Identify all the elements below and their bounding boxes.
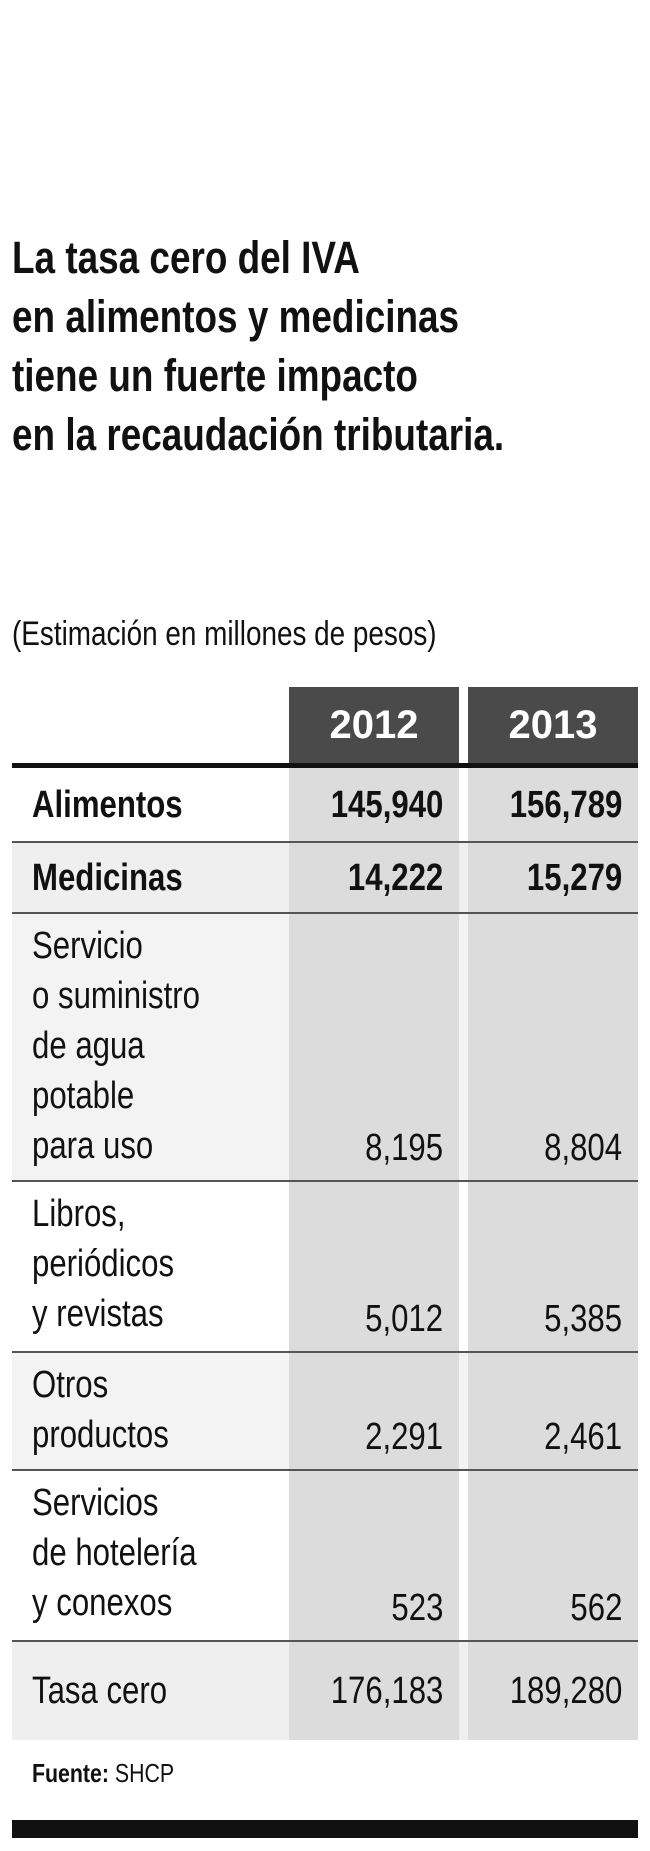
source-text: SHCP	[114, 1758, 175, 1788]
value-cell: 156,789	[468, 768, 638, 842]
value-cell: 189,280	[468, 1641, 638, 1740]
row-label-text: Otros productos	[32, 1364, 169, 1456]
value-cell: 562	[468, 1470, 638, 1641]
row-separator	[12, 1351, 638, 1353]
source: Fuente: SHCP	[32, 1758, 205, 1789]
gap	[459, 842, 468, 913]
row-label-text: Tasa cero	[32, 1669, 168, 1712]
row-label-text: Libros, periódicos y revistas	[32, 1193, 175, 1335]
gap	[459, 1181, 468, 1352]
row-label: Medicinas	[12, 842, 289, 913]
value-cell-text: 15,279	[526, 856, 622, 899]
row-separator	[12, 912, 638, 914]
row-label-text: Servicios de hotelería y conexos	[32, 1482, 197, 1624]
value-cell: 2,461	[468, 1352, 638, 1470]
value-cell: 2,291	[289, 1352, 459, 1470]
value-cell-text: 2,461	[544, 1416, 622, 1458]
row-label-text: Servicio o suministro de agua potable pa…	[32, 925, 200, 1217]
value-cell: 176,183	[289, 1641, 459, 1740]
row-separator	[12, 841, 638, 843]
title-text: La tasa cero del IVA en alimentos y medi…	[12, 232, 505, 460]
value-cell-text: 189,280	[509, 1669, 622, 1712]
row-label: Tasa cero	[12, 1641, 289, 1740]
value-cell: 145,940	[289, 768, 459, 842]
gap	[459, 768, 468, 842]
value-cell-text: 145,940	[330, 784, 443, 826]
row-label-text: Medicinas	[32, 856, 183, 899]
value-cell: 5,012	[289, 1181, 459, 1352]
row-label: Alimentos	[12, 768, 289, 842]
row-separator	[12, 1469, 638, 1471]
value-cell-text: 2,291	[365, 1416, 443, 1458]
value-cell-text: 14,222	[347, 856, 443, 899]
value-cell-text: 5,385	[544, 1298, 622, 1340]
value-cell-text: 8,804	[544, 1127, 622, 1169]
row-label-text: Alimentos	[32, 784, 183, 826]
value-cell: 8,804	[468, 913, 638, 1181]
row-label: Servicio o suministro de agua potable pa…	[12, 913, 289, 1217]
gap	[459, 1352, 468, 1470]
subtitle: (Estimación en millones de pesos)	[12, 615, 530, 654]
value-cell-text: 5,012	[365, 1298, 443, 1340]
row-label: Libros, periódicos y revistas	[12, 1181, 289, 1352]
column-header: 2012	[289, 687, 459, 763]
column-header: 2013	[468, 687, 638, 763]
value-cell: 523	[289, 1470, 459, 1641]
gap	[459, 913, 468, 1181]
subtitle-text: (Estimación en millones de pesos)	[12, 615, 437, 653]
row-label: Otros productos	[12, 1352, 289, 1470]
value-cell-text: 523	[391, 1587, 443, 1629]
bottom-bar	[12, 1820, 638, 1838]
row-label: Servicios de hotelería y conexos	[12, 1470, 289, 1641]
value-cell-text: 156,789	[509, 784, 622, 826]
title: La tasa cero del IVA en alimentos y medi…	[12, 228, 612, 464]
source-label: Fuente:	[32, 1758, 109, 1788]
header-rule	[12, 763, 638, 768]
value-cell: 14,222	[289, 842, 459, 913]
row-separator	[12, 1640, 638, 1642]
value-cell: 5,385	[468, 1181, 638, 1352]
gap	[459, 1641, 468, 1740]
value-cell-text: 176,183	[330, 1669, 443, 1712]
gap	[459, 1470, 468, 1641]
value-cell-text: 562	[570, 1587, 622, 1629]
row-separator	[12, 1180, 638, 1182]
value-cell-text: 8,195	[365, 1127, 443, 1169]
value-cell: 8,195	[289, 913, 459, 1181]
value-cell: 15,279	[468, 842, 638, 913]
